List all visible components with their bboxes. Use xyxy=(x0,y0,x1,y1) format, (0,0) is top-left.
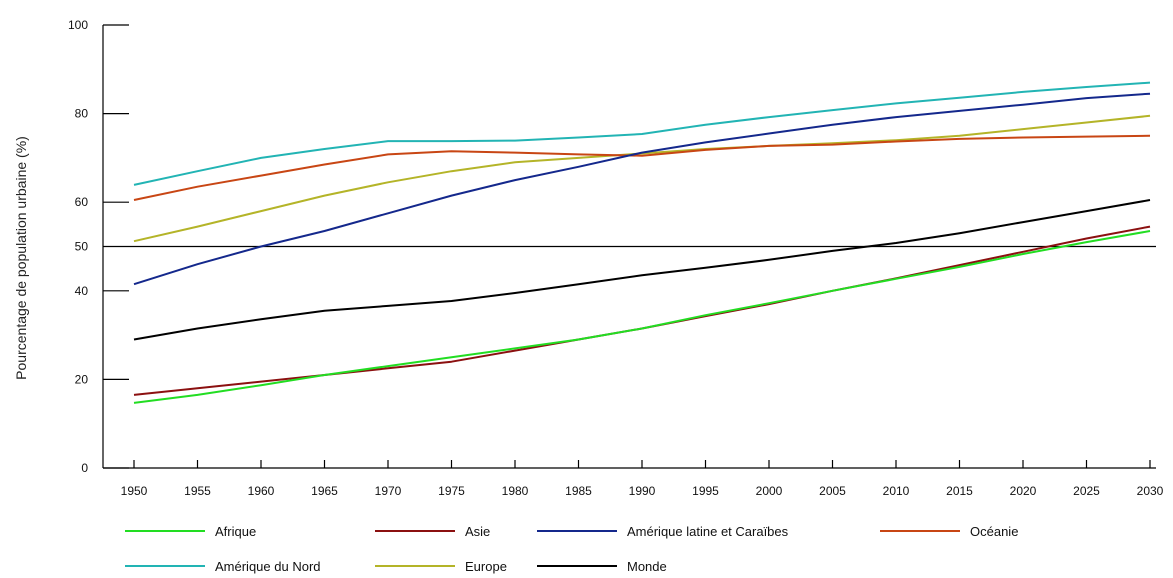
legend-label-oceanie: Océanie xyxy=(970,524,1018,539)
x-tick-label: 2005 xyxy=(819,484,846,498)
x-tick-label: 2010 xyxy=(883,484,910,498)
x-tick-label: 2025 xyxy=(1073,484,1100,498)
tick-labels-layer: 0 20 40 50 60 80 100 1950 1955 1960 1965 1970 1975 19… xyxy=(68,18,1164,498)
series-layer xyxy=(133,81,1151,404)
y-tick-label: 0 xyxy=(81,461,88,475)
x-tick-label: 1975 xyxy=(438,484,465,498)
x-tick-label: 2030 xyxy=(1137,484,1164,498)
y-tick-label: 40 xyxy=(75,284,89,298)
y-tick-label: 100 xyxy=(68,18,88,32)
legend-label-afrique: Afrique xyxy=(215,524,256,539)
x-tick-label: 1995 xyxy=(692,484,719,498)
x-tick-label: 1970 xyxy=(375,484,402,498)
legend-label-asie: Asie xyxy=(465,524,490,539)
y-tick-label: 20 xyxy=(75,372,89,386)
x-tick-label: 1950 xyxy=(121,484,148,498)
y-tick-label: 50 xyxy=(75,240,89,254)
legend-label-amerique-du-nord: Amérique du Nord xyxy=(215,559,321,574)
x-tick-label: 2015 xyxy=(946,484,973,498)
x-tick-label: 2000 xyxy=(756,484,783,498)
x-tick-label: 2020 xyxy=(1010,484,1037,498)
series-line-monde xyxy=(133,199,1151,341)
legend-label-europe: Europe xyxy=(465,559,507,574)
x-tick-label: 1980 xyxy=(502,484,529,498)
y-axis-label: Pourcentage de population urbaine (%) xyxy=(13,136,29,380)
y-tick-label: 80 xyxy=(75,107,89,121)
x-tick-label: 1985 xyxy=(565,484,592,498)
legend: Afrique Asie Amérique latine et Caraïbes Oc… xyxy=(125,524,1018,574)
x-tick-label: 1955 xyxy=(184,484,211,498)
y-tick-label: 60 xyxy=(75,195,89,209)
legend-label-amerique-latine-et-caraibes: Amérique latine et Caraïbes xyxy=(627,524,789,539)
series-line-amerique-latine-et-caraibes xyxy=(133,92,1151,286)
series-line-asie xyxy=(133,225,1151,396)
x-tick-label: 1960 xyxy=(248,484,275,498)
series-line-afrique xyxy=(133,230,1151,404)
x-tick-label: 1990 xyxy=(629,484,656,498)
series-line-amerique-du-nord xyxy=(133,81,1151,186)
x-tick-label: 1965 xyxy=(311,484,338,498)
series-line-oceanie xyxy=(133,134,1151,201)
legend-label-monde: Monde xyxy=(627,559,667,574)
